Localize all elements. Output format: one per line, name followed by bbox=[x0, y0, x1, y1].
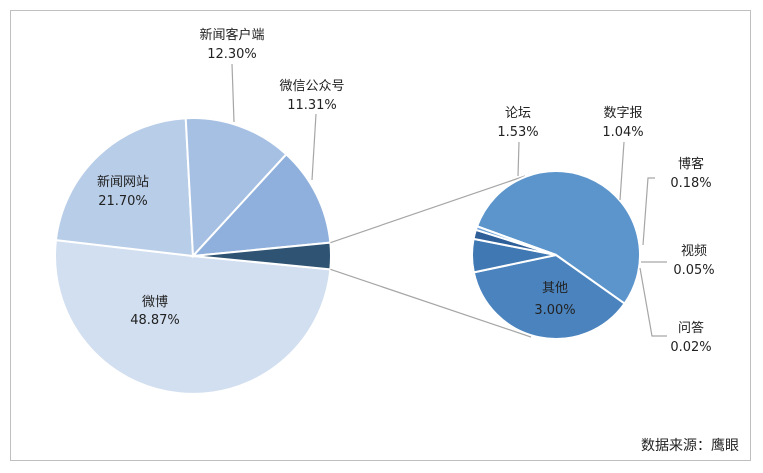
main-pie-slice-3 bbox=[190, 152, 332, 258]
main-pie-slice-0 bbox=[54, 239, 332, 395]
label-qa: 问答 bbox=[678, 320, 704, 336]
value-wechat: 11.31% bbox=[287, 98, 337, 113]
main-pie bbox=[54, 117, 332, 395]
leader-lines bbox=[231, 63, 667, 337]
label-other-total: 其他 bbox=[542, 281, 568, 296]
leader-digital-paper bbox=[619, 141, 625, 201]
label-weibo: 微博 bbox=[142, 295, 168, 310]
value-news-site: 21.70% bbox=[98, 194, 148, 209]
main-pie-slice-1 bbox=[54, 117, 195, 258]
label-news-client: 新闻客户端 bbox=[199, 27, 264, 43]
label-blog: 博客 bbox=[678, 156, 704, 172]
label-forum: 论坛 bbox=[505, 106, 531, 121]
value-qa: 0.02% bbox=[670, 340, 711, 355]
leader-blog bbox=[642, 177, 655, 246]
label-digital-paper: 数字报 bbox=[603, 106, 642, 121]
value-forum: 1.53% bbox=[497, 125, 538, 140]
leader-wechat bbox=[311, 113, 317, 181]
value-other-total: 3.00% bbox=[534, 303, 575, 318]
main-pie-slice-other bbox=[192, 241, 332, 271]
connector-top bbox=[330, 175, 526, 244]
leader-forum bbox=[517, 141, 520, 177]
connector-bottom bbox=[330, 268, 532, 338]
value-news-client: 12.30% bbox=[207, 47, 257, 62]
breakdown-pie-slice-1 bbox=[472, 253, 626, 340]
label-video: 视频 bbox=[681, 244, 707, 259]
main-pie-slice-2 bbox=[184, 117, 288, 259]
breakdown-pie bbox=[471, 170, 642, 340]
source-note: 数据来源：鹰眼 bbox=[641, 438, 739, 454]
leader-qa bbox=[639, 267, 667, 337]
value-weibo: 48.87% bbox=[130, 313, 180, 328]
label-news-site: 新闻网站 bbox=[97, 174, 149, 190]
breakdown-pie-slice-0 bbox=[475, 170, 642, 305]
label-wechat: 微信公众号 bbox=[279, 79, 344, 94]
value-video: 0.05% bbox=[673, 263, 714, 278]
value-blog: 0.18% bbox=[670, 176, 711, 191]
connector-lines bbox=[330, 175, 532, 338]
value-digital-paper: 1.04% bbox=[602, 125, 643, 140]
breakdown-pie-slice-rest bbox=[476, 225, 557, 256]
leader-news-client bbox=[231, 63, 235, 123]
